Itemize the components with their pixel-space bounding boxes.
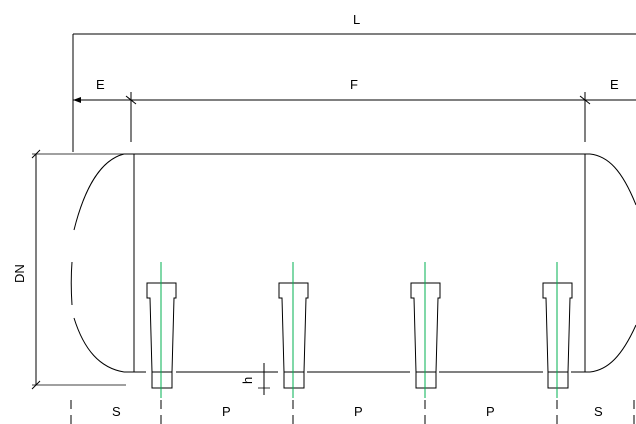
label-S-left: S (112, 404, 121, 419)
dimension-E-F-E: E F E (73, 77, 636, 142)
label-DN: DN (12, 264, 27, 283)
nozzle-4 (542, 262, 573, 398)
label-P-1: P (222, 404, 231, 419)
nozzle-1 (146, 262, 177, 398)
label-P-2: P (354, 404, 363, 419)
nozzle-3 (410, 262, 441, 398)
dimension-h: h (240, 363, 270, 395)
dimension-L: L (72, 12, 636, 152)
label-E-left: E (96, 77, 105, 92)
bottom-extension-lines (70, 400, 635, 424)
nozzle-2 (278, 262, 309, 398)
label-P-3: P (486, 404, 495, 419)
label-F: F (350, 77, 358, 92)
dimension-DN: DN (12, 149, 126, 390)
label-S-right: S (594, 404, 603, 419)
tank-shell (70, 153, 636, 373)
label-L: L (353, 12, 360, 27)
label-h: h (240, 377, 255, 384)
label-E-right: E (610, 77, 619, 92)
